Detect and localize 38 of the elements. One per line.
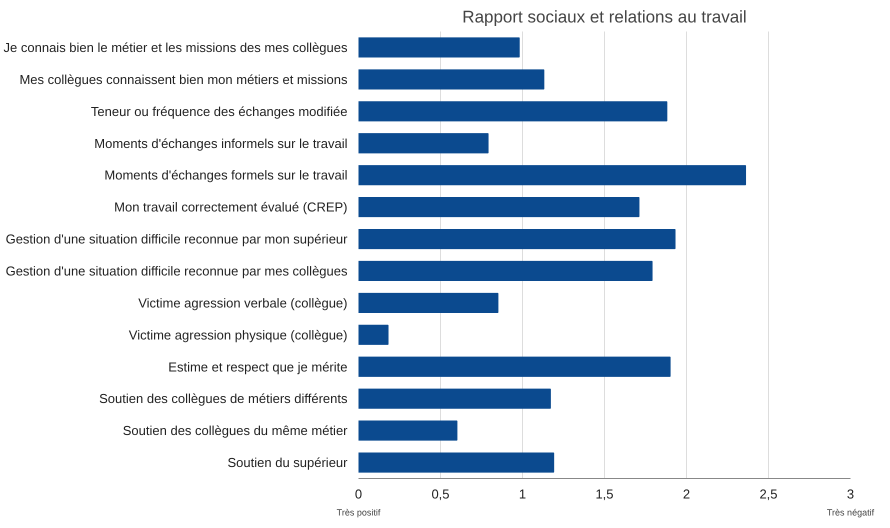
- x-tick-label: 0,5: [431, 486, 450, 502]
- y-tick-label: Victime agression physique (collègue): [128, 327, 348, 342]
- bar: [358, 452, 554, 473]
- x-tick-label: 1: [518, 486, 526, 502]
- y-tick-label: Mon travail correctement évalué (CREP): [114, 200, 348, 215]
- bar: [358, 260, 653, 282]
- bar: [358, 292, 498, 313]
- text: Très positif: [336, 508, 381, 518]
- chart-title: Rapport sociaux et relations au travail: [462, 8, 747, 26]
- bar: [358, 37, 520, 58]
- bar: [358, 324, 389, 345]
- x-tick-label: 2,5: [759, 486, 778, 502]
- bar: [358, 69, 544, 90]
- y-tick-label: Gestion d'une situation difficile reconnue par mes collègues: [6, 263, 348, 278]
- y-tick-label: Moments d'échanges formels sur le travail: [104, 168, 348, 183]
- bar: [358, 101, 668, 122]
- bar: [358, 228, 676, 250]
- y-tick-label: Teneur ou fréquence des échanges modifiée: [90, 104, 348, 119]
- bar: [358, 197, 640, 218]
- y-tick-label: Soutien des collègues de métiers différents: [99, 391, 348, 406]
- bar: [358, 356, 671, 377]
- x-tick-label: 3: [846, 486, 854, 502]
- bar: [358, 165, 746, 186]
- y-tick-label: Victime agression verbale (collègue): [138, 295, 348, 310]
- y-tick-label: Soutien du supérieur: [228, 455, 348, 470]
- y-tick-label: Estime et respect que je mérite: [168, 359, 348, 374]
- x-tick-label: 0: [354, 486, 362, 502]
- y-tick-label: Je connais bien le métier et les missions des mes collègues: [4, 40, 348, 55]
- text: Très négatif: [826, 508, 875, 518]
- x-tick-label: 1,5: [595, 486, 614, 502]
- bar: [358, 133, 489, 154]
- y-tick-label: Mes collègues connaissent bien mon métiers et missions: [19, 72, 348, 87]
- y-tick-label: Soutien des collègues du même métier: [122, 423, 348, 438]
- bar: [358, 420, 458, 441]
- x-tick-label: 2: [682, 486, 690, 502]
- y-tick-label: Gestion d'une situation difficile reconnue par mon supérieur: [6, 232, 348, 247]
- y-tick-label: Moments d'échanges informels sur le travail: [94, 136, 348, 151]
- bar: [358, 388, 551, 409]
